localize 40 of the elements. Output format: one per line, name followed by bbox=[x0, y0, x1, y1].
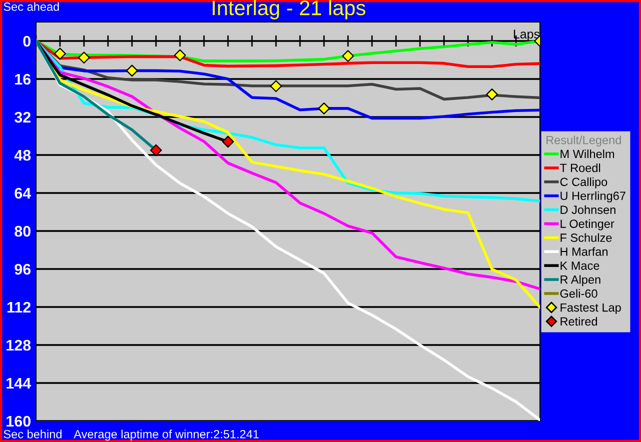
legend-label: Fastest Lap bbox=[560, 303, 621, 314]
point bbox=[270, 80, 282, 92]
point bbox=[174, 49, 186, 62]
legend-label: Retired bbox=[560, 316, 598, 326]
legend-label: R Alpen bbox=[560, 275, 600, 286]
y-tick-label: 48 bbox=[14, 150, 31, 161]
y-tick-label: 16 bbox=[15, 74, 31, 85]
text: Sec ahead bbox=[4, 2, 59, 11]
y-tick-label: 0 bbox=[23, 36, 31, 47]
legend-label: Geli-60 bbox=[560, 289, 598, 298]
legend-label: T Roedl bbox=[560, 163, 600, 172]
point bbox=[318, 102, 330, 114]
point bbox=[150, 144, 162, 156]
y-tick-label: 80 bbox=[14, 226, 31, 237]
y-tick-label: 160 bbox=[6, 416, 31, 427]
point bbox=[342, 50, 354, 62]
chart-title: Interlag - 21 laps bbox=[212, 0, 366, 20]
legend-label: C Callipo bbox=[560, 177, 608, 188]
y-tick-label: 128 bbox=[6, 340, 31, 351]
y-tick-label: 144 bbox=[6, 378, 32, 389]
legend-label: K Mace bbox=[560, 262, 600, 270]
text: Sec behind bbox=[4, 430, 62, 438]
line-series bbox=[36, 40, 540, 68]
point bbox=[78, 52, 90, 64]
y-tick-label: 64 bbox=[14, 188, 32, 199]
legend-label: D Johnsen bbox=[560, 205, 616, 214]
point bbox=[222, 136, 234, 148]
legend-label: U Herrling67 bbox=[560, 191, 626, 202]
legend-label: L Oetinger bbox=[560, 219, 614, 230]
point bbox=[486, 88, 498, 100]
legend-title: Result/Legend bbox=[546, 136, 621, 147]
legend-label: M Wilhelm bbox=[560, 150, 614, 158]
legend-label: F Schulze bbox=[560, 233, 612, 242]
y-tick-label: 96 bbox=[14, 264, 31, 275]
y-tick-label: 32 bbox=[14, 112, 31, 123]
point bbox=[54, 48, 66, 60]
legend-label: H Marfan bbox=[560, 247, 608, 256]
text: Average laptime of winner:2:51.241 bbox=[74, 430, 259, 441]
y-tick-label: 112 bbox=[7, 302, 31, 313]
point bbox=[126, 64, 138, 77]
